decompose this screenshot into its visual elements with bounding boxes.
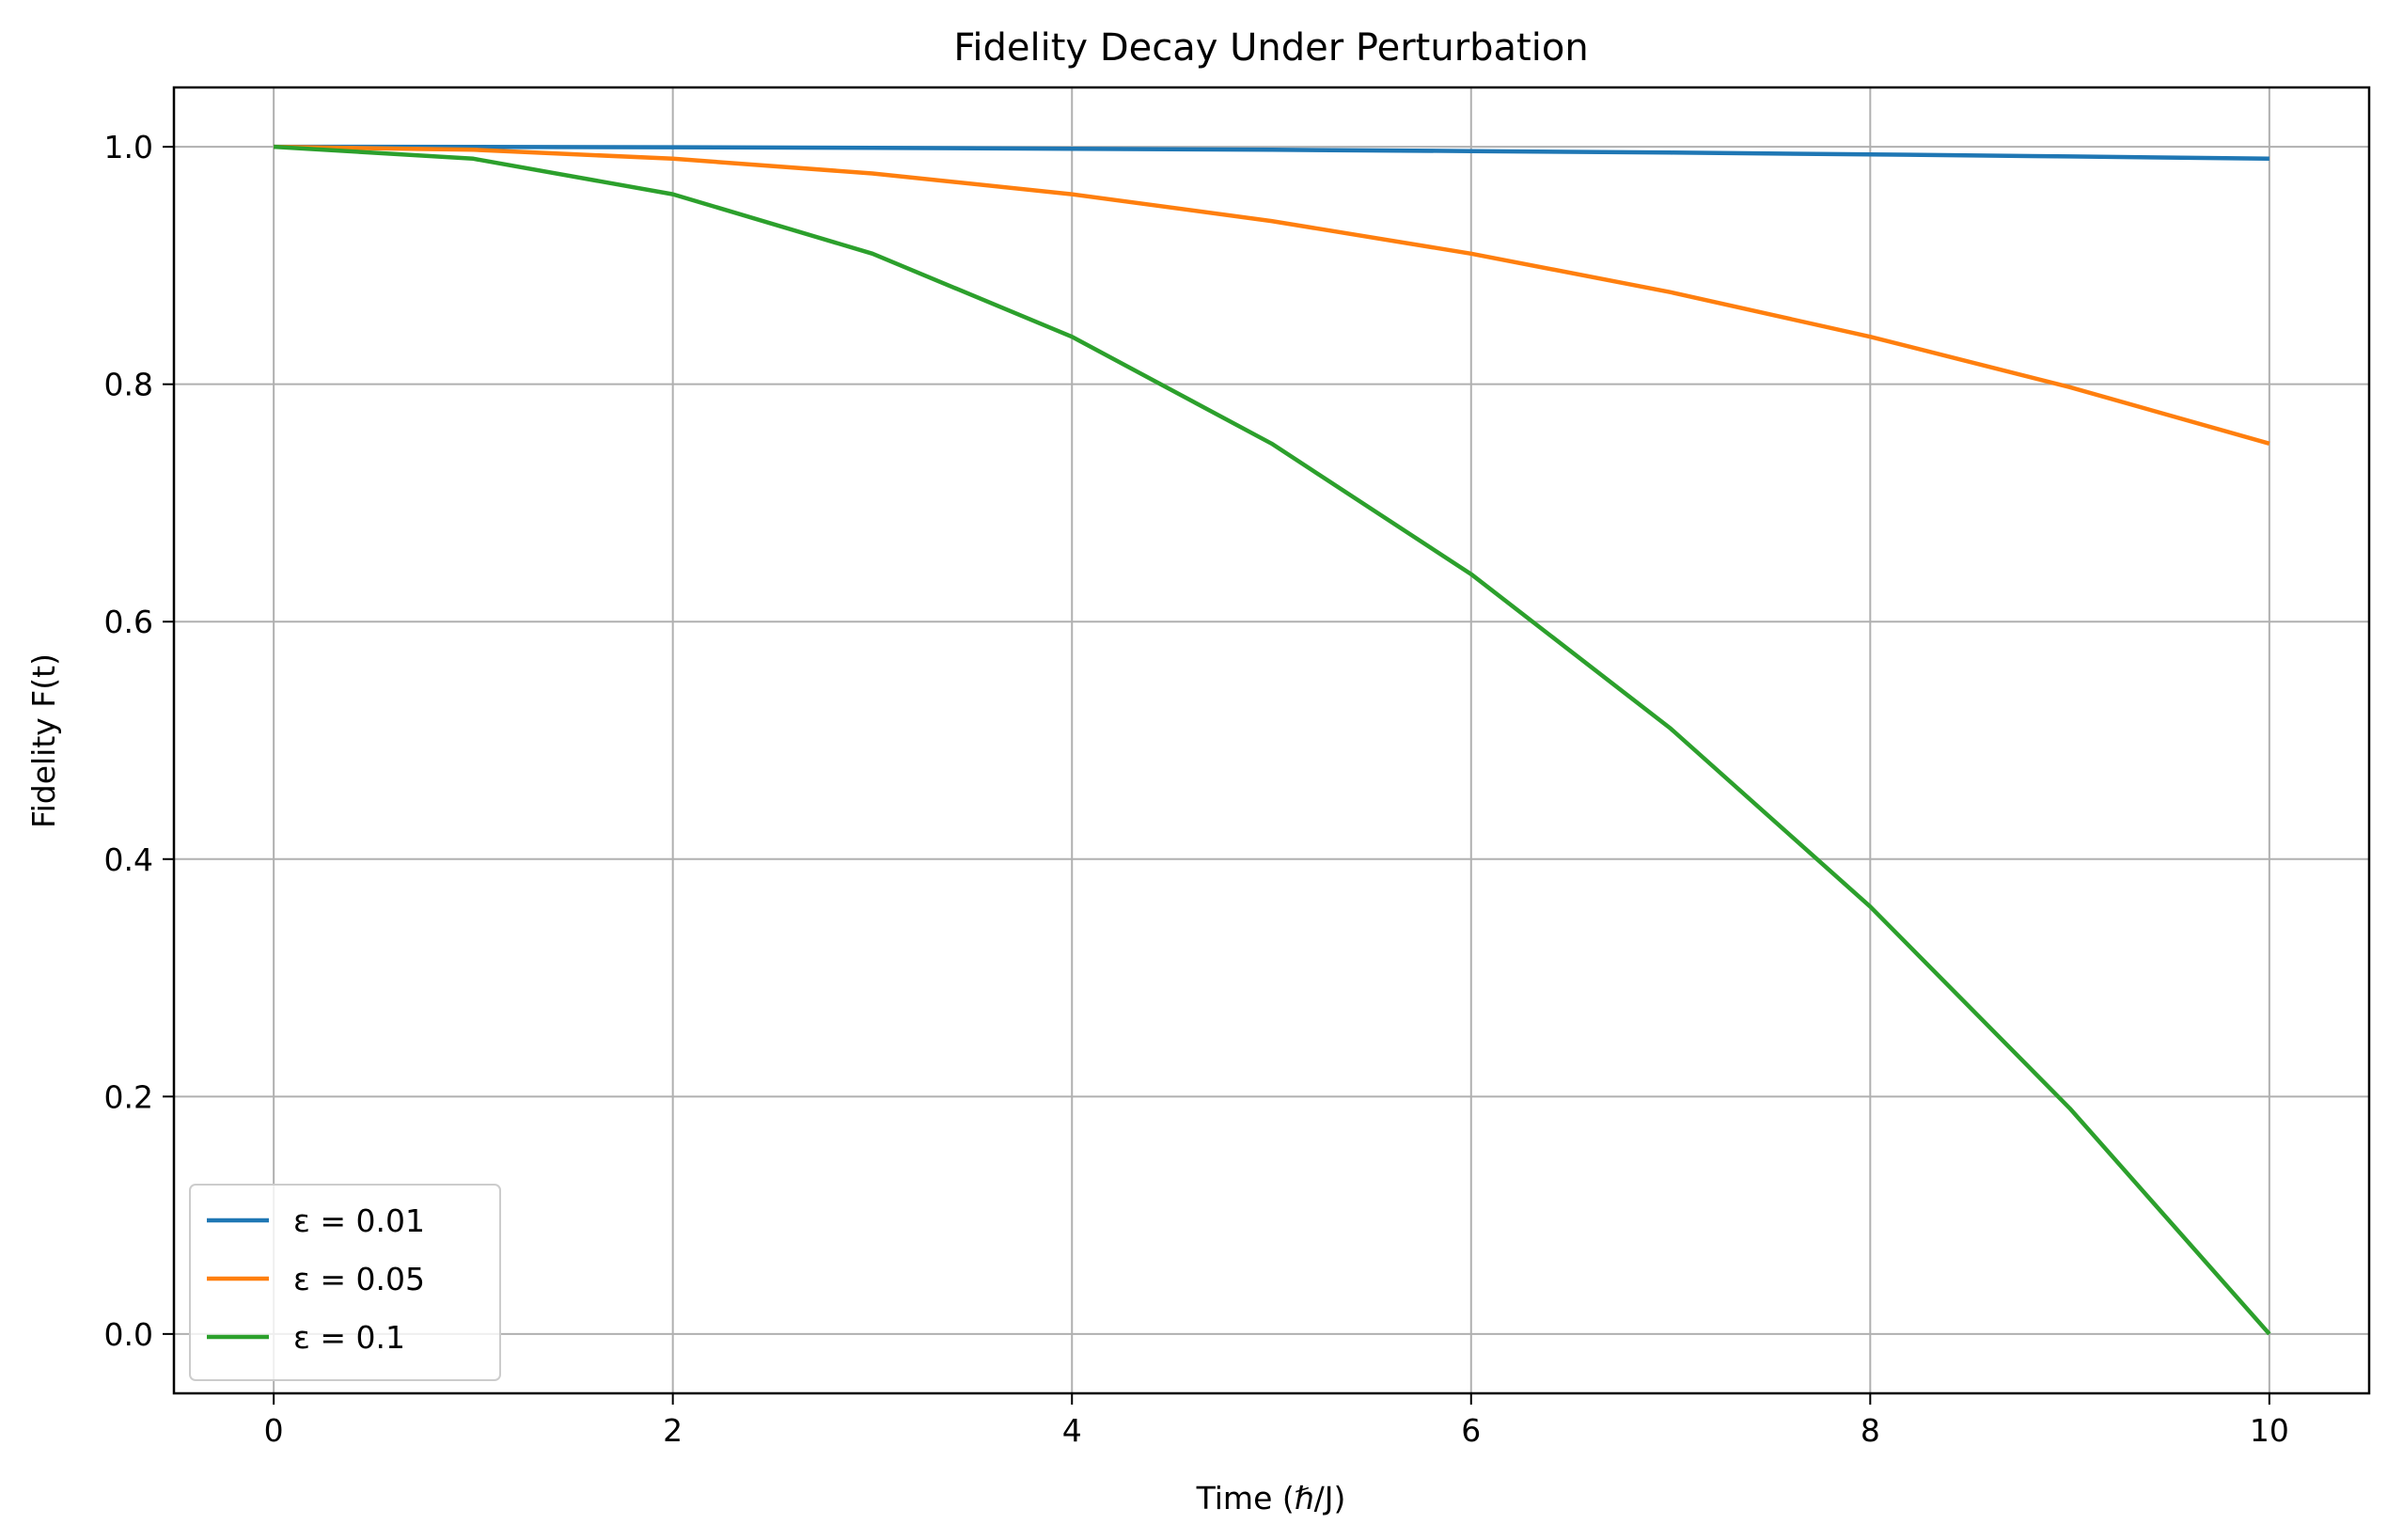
x-axis-label: Time (ℏ/J) — [1196, 1480, 1346, 1516]
series-line-3 — [273, 144, 2271, 1336]
axis-ticks: 0 2 4 6 8 10 0.0 0.2 0.4 0.6 0.8 1.0 — [104, 129, 2289, 1449]
legend-box — [189, 1184, 501, 1381]
series-line-2 — [274, 144, 2270, 446]
y-tick-label: 0.4 — [104, 841, 153, 878]
series-line-1 — [274, 144, 2269, 162]
y-tick-label: 0.2 — [104, 1078, 153, 1115]
y-axis-label: Fidelity F(t) — [25, 653, 62, 828]
x-tick-label: 10 — [2250, 1412, 2289, 1449]
x-tick-label: 4 — [1062, 1412, 1082, 1449]
legend-label-1: ε = 0.01 — [293, 1202, 425, 1239]
plot-frame — [172, 86, 2371, 1395]
y-tick-label: 0.6 — [104, 604, 153, 640]
x-tick-label: 6 — [1461, 1412, 1481, 1449]
x-tick-label: 8 — [1861, 1412, 1880, 1449]
y-tick-label: 0.0 — [104, 1316, 153, 1353]
legend-label-2: ε = 0.05 — [293, 1261, 425, 1297]
series-lines — [273, 144, 2271, 1336]
grid — [174, 87, 2369, 1393]
x-tick-label: 2 — [663, 1412, 683, 1449]
x-tick-label: 0 — [264, 1412, 284, 1449]
legend-label-3: ε = 0.1 — [293, 1319, 405, 1356]
chart-title: Fidelity Decay Under Perturbation — [953, 26, 1588, 70]
legend: ε = 0.01 ε = 0.05 ε = 0.1 — [189, 1184, 501, 1381]
y-tick-label: 1.0 — [104, 129, 153, 165]
y-tick-label: 0.8 — [104, 367, 153, 403]
